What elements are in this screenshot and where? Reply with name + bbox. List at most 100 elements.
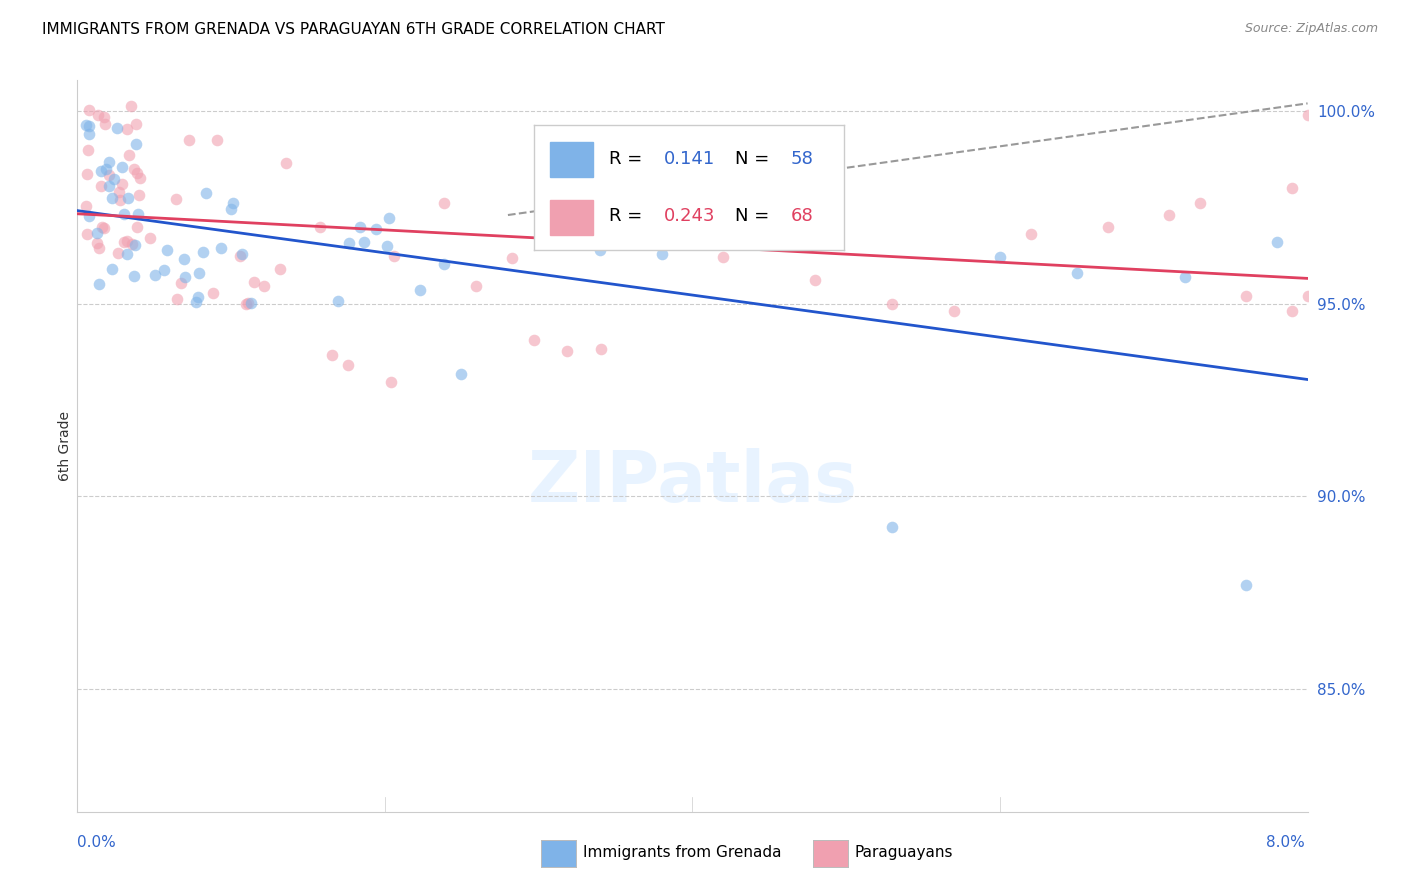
- Text: Source: ZipAtlas.com: Source: ZipAtlas.com: [1244, 22, 1378, 36]
- Point: [91, 219, 114, 234]
- Point: [77, 103, 100, 117]
- Text: 68: 68: [792, 207, 814, 225]
- Point: [209, 241, 232, 255]
- Point: [139, 231, 162, 245]
- Text: N =: N =: [735, 207, 775, 225]
- Point: [173, 269, 195, 284]
- Text: 0.0%: 0.0%: [77, 836, 117, 850]
- Point: [115, 122, 138, 136]
- Point: [120, 99, 142, 113]
- Point: [501, 251, 523, 265]
- Point: [153, 263, 176, 277]
- Point: [336, 358, 359, 372]
- Point: [93, 111, 115, 125]
- Point: [1159, 208, 1181, 222]
- Point: [1296, 289, 1319, 303]
- Point: [75, 199, 97, 213]
- Point: [77, 143, 100, 157]
- Point: [433, 257, 456, 271]
- Point: [328, 293, 350, 308]
- Point: [94, 162, 117, 177]
- Point: [89, 277, 111, 291]
- Point: [112, 207, 135, 221]
- Point: [128, 188, 150, 202]
- Point: [93, 221, 115, 235]
- Point: [98, 179, 121, 194]
- Point: [101, 191, 124, 205]
- Point: [409, 283, 432, 297]
- Point: [882, 520, 904, 534]
- Bar: [550, 143, 593, 178]
- Point: [94, 117, 117, 131]
- Point: [651, 246, 673, 260]
- Point: [1019, 227, 1042, 242]
- Point: [321, 348, 343, 362]
- Text: Immigrants from Grenada: Immigrants from Grenada: [583, 846, 782, 860]
- Point: [1066, 266, 1088, 280]
- Point: [308, 219, 330, 234]
- Point: [101, 262, 124, 277]
- Point: [188, 266, 211, 280]
- Point: [378, 211, 401, 225]
- Point: [555, 344, 578, 359]
- Point: [205, 133, 228, 147]
- Point: [87, 241, 110, 255]
- Point: [201, 285, 224, 300]
- Point: [107, 246, 129, 260]
- Point: [77, 209, 100, 223]
- Point: [1188, 196, 1211, 211]
- Point: [589, 243, 612, 257]
- Point: [450, 367, 472, 381]
- Point: [76, 167, 98, 181]
- Point: [125, 117, 148, 131]
- Text: N =: N =: [735, 150, 775, 168]
- Point: [195, 186, 218, 201]
- Point: [253, 279, 276, 293]
- Point: [193, 244, 215, 259]
- Point: [523, 334, 546, 348]
- Point: [76, 227, 98, 242]
- Point: [337, 235, 360, 250]
- Point: [87, 108, 110, 122]
- Point: [124, 161, 146, 176]
- Point: [86, 226, 108, 240]
- Point: [108, 193, 131, 207]
- Point: [1234, 289, 1257, 303]
- Point: [380, 376, 402, 390]
- Point: [105, 120, 128, 135]
- Point: [186, 294, 208, 309]
- Point: [235, 297, 257, 311]
- Text: R =: R =: [609, 207, 648, 225]
- Point: [110, 178, 132, 192]
- Point: [118, 148, 141, 162]
- Point: [433, 196, 456, 211]
- Point: [97, 154, 120, 169]
- Point: [274, 156, 297, 170]
- Point: [115, 247, 138, 261]
- Point: [98, 168, 121, 182]
- Point: [942, 304, 965, 318]
- Point: [242, 275, 264, 289]
- Point: [108, 185, 131, 199]
- Point: [127, 166, 149, 180]
- Point: [591, 342, 613, 356]
- Point: [1296, 108, 1319, 122]
- Point: [122, 268, 145, 283]
- Point: [1281, 181, 1303, 195]
- Text: ZIPatlas: ZIPatlas: [527, 448, 858, 517]
- Point: [77, 128, 100, 142]
- Text: IMMIGRANTS FROM GRENADA VS PARAGUAYAN 6TH GRADE CORRELATION CHART: IMMIGRANTS FROM GRENADA VS PARAGUAYAN 6T…: [42, 22, 665, 37]
- Point: [115, 234, 138, 248]
- Point: [165, 192, 187, 206]
- Point: [375, 238, 398, 252]
- Point: [804, 235, 827, 249]
- Point: [143, 268, 166, 283]
- Point: [173, 252, 195, 266]
- Point: [1265, 235, 1288, 249]
- Text: Paraguayans: Paraguayans: [855, 846, 953, 860]
- Point: [124, 238, 146, 252]
- Point: [464, 279, 486, 293]
- Point: [86, 235, 108, 250]
- Point: [127, 207, 149, 221]
- Point: [366, 222, 388, 236]
